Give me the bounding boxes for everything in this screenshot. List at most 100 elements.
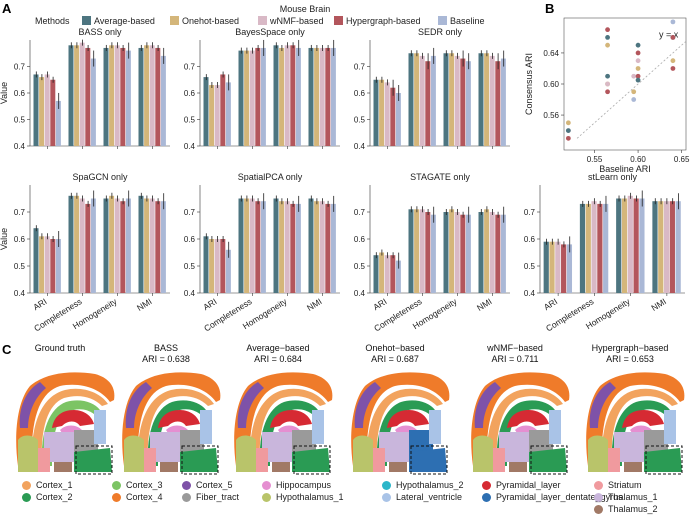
scatter-point <box>635 42 641 48</box>
brain-region <box>473 435 493 472</box>
bar <box>203 236 209 293</box>
domain-legend-item: Fiber_tract <box>182 492 239 502</box>
brain-region <box>353 435 373 472</box>
legend-label-2: wNMF-based <box>269 16 324 26</box>
domain-color-swatch <box>182 492 191 502</box>
scatter-point <box>605 27 610 33</box>
bar <box>495 61 501 147</box>
bar <box>658 201 664 293</box>
bar <box>125 198 131 293</box>
highlight-box <box>530 445 568 475</box>
y-tick-label: 0.5 <box>354 262 366 271</box>
chart-title: BayesSpace only <box>235 27 305 37</box>
legend-swatch-0 <box>82 16 91 25</box>
bar <box>449 53 455 146</box>
map-title: Average−based ARI = 0.684 <box>246 343 310 364</box>
bar <box>39 236 45 293</box>
brain-region <box>611 400 670 466</box>
y-tick-label: 0.60 <box>543 80 559 89</box>
y-axis-label: Value <box>0 228 9 250</box>
bar <box>90 198 96 293</box>
y-tick-label: 0.7 <box>524 208 536 217</box>
bar <box>314 47 320 147</box>
bar <box>33 74 39 146</box>
bar <box>379 79 385 146</box>
x-axis-label: Baseline ARI <box>599 164 651 174</box>
bar <box>33 228 39 293</box>
bar <box>308 198 314 293</box>
scatter-point <box>565 135 571 141</box>
domain-legend-item: Pyramidal_layer <box>482 480 561 490</box>
domain-legend-item: Hypothalamus_2 <box>382 480 464 490</box>
bar <box>414 209 420 293</box>
y-axis-label: Value <box>0 82 9 104</box>
bar <box>395 260 401 293</box>
scatter-point <box>565 120 571 126</box>
bar <box>55 100 61 146</box>
y-tick-label: 0.7 <box>184 63 196 72</box>
legend-swatch-2 <box>258 16 267 25</box>
brain-region <box>373 448 385 472</box>
brain-region <box>608 448 620 472</box>
bar-chart-0: BASS only 0.4 0.5 0.6 0.7 Value <box>0 27 170 151</box>
bar <box>109 45 115 146</box>
scatter-point <box>605 89 610 95</box>
y-tick-label: 0.5 <box>354 116 366 125</box>
bar <box>50 239 56 293</box>
scatter-point <box>605 73 610 79</box>
scatter-point <box>605 81 610 87</box>
domain-legend-item: Thalamus_1 <box>594 492 658 502</box>
y-tick-label: 0.56 <box>543 111 559 120</box>
bar <box>138 195 144 293</box>
chart-title: STAGATE only <box>410 172 470 182</box>
scatter-point <box>605 42 610 48</box>
bar <box>149 45 155 146</box>
brain-region <box>644 448 682 472</box>
bar <box>585 203 591 293</box>
bar <box>408 209 414 293</box>
bar <box>160 55 166 146</box>
bar <box>390 87 396 146</box>
bar <box>255 47 261 147</box>
bar <box>419 209 425 293</box>
domain-label: Hippocampus <box>276 480 332 490</box>
bar <box>249 50 255 146</box>
legend-swatch-3 <box>334 16 343 25</box>
bar <box>144 45 150 146</box>
bar <box>220 239 226 293</box>
brain-region <box>158 410 200 428</box>
y-tick-label: 0.4 <box>524 289 536 298</box>
bar <box>273 45 279 146</box>
scatter-point <box>631 73 637 79</box>
bar <box>225 82 231 146</box>
bar <box>663 201 670 293</box>
bar <box>478 53 484 146</box>
y-tick-label: 0.7 <box>14 208 26 217</box>
brain-region <box>354 382 381 428</box>
domain-legend-item: Hippocampus <box>262 480 331 490</box>
x-tick-label: 0.55 <box>587 155 603 164</box>
brain-region <box>429 410 441 444</box>
domain-legend-item: Thalamus_2 <box>594 504 658 514</box>
bar <box>255 201 261 293</box>
bar <box>44 74 50 146</box>
bar-chart-5: STAGATE only0.40.50.60.7ARICompletenessH… <box>354 172 510 333</box>
legend-label-4: Baseline <box>450 16 485 26</box>
bar <box>395 93 401 146</box>
bar <box>85 203 91 293</box>
bar <box>138 47 144 147</box>
y-tick-label: 0.7 <box>354 208 366 217</box>
highlight-box <box>645 445 683 475</box>
bar <box>149 198 155 293</box>
bar <box>214 85 220 146</box>
brain-region <box>272 462 290 472</box>
map-title: wNMF−based ARI = 0.711 <box>487 343 543 364</box>
highlight-box <box>410 445 448 475</box>
x-tick-label: ARI <box>201 296 218 312</box>
brain-region <box>74 448 112 472</box>
brain-region <box>312 410 324 444</box>
bar <box>484 53 490 146</box>
domain-color-swatch <box>112 480 121 490</box>
x-tick-label: 0.65 <box>674 155 690 164</box>
bar <box>284 45 290 146</box>
